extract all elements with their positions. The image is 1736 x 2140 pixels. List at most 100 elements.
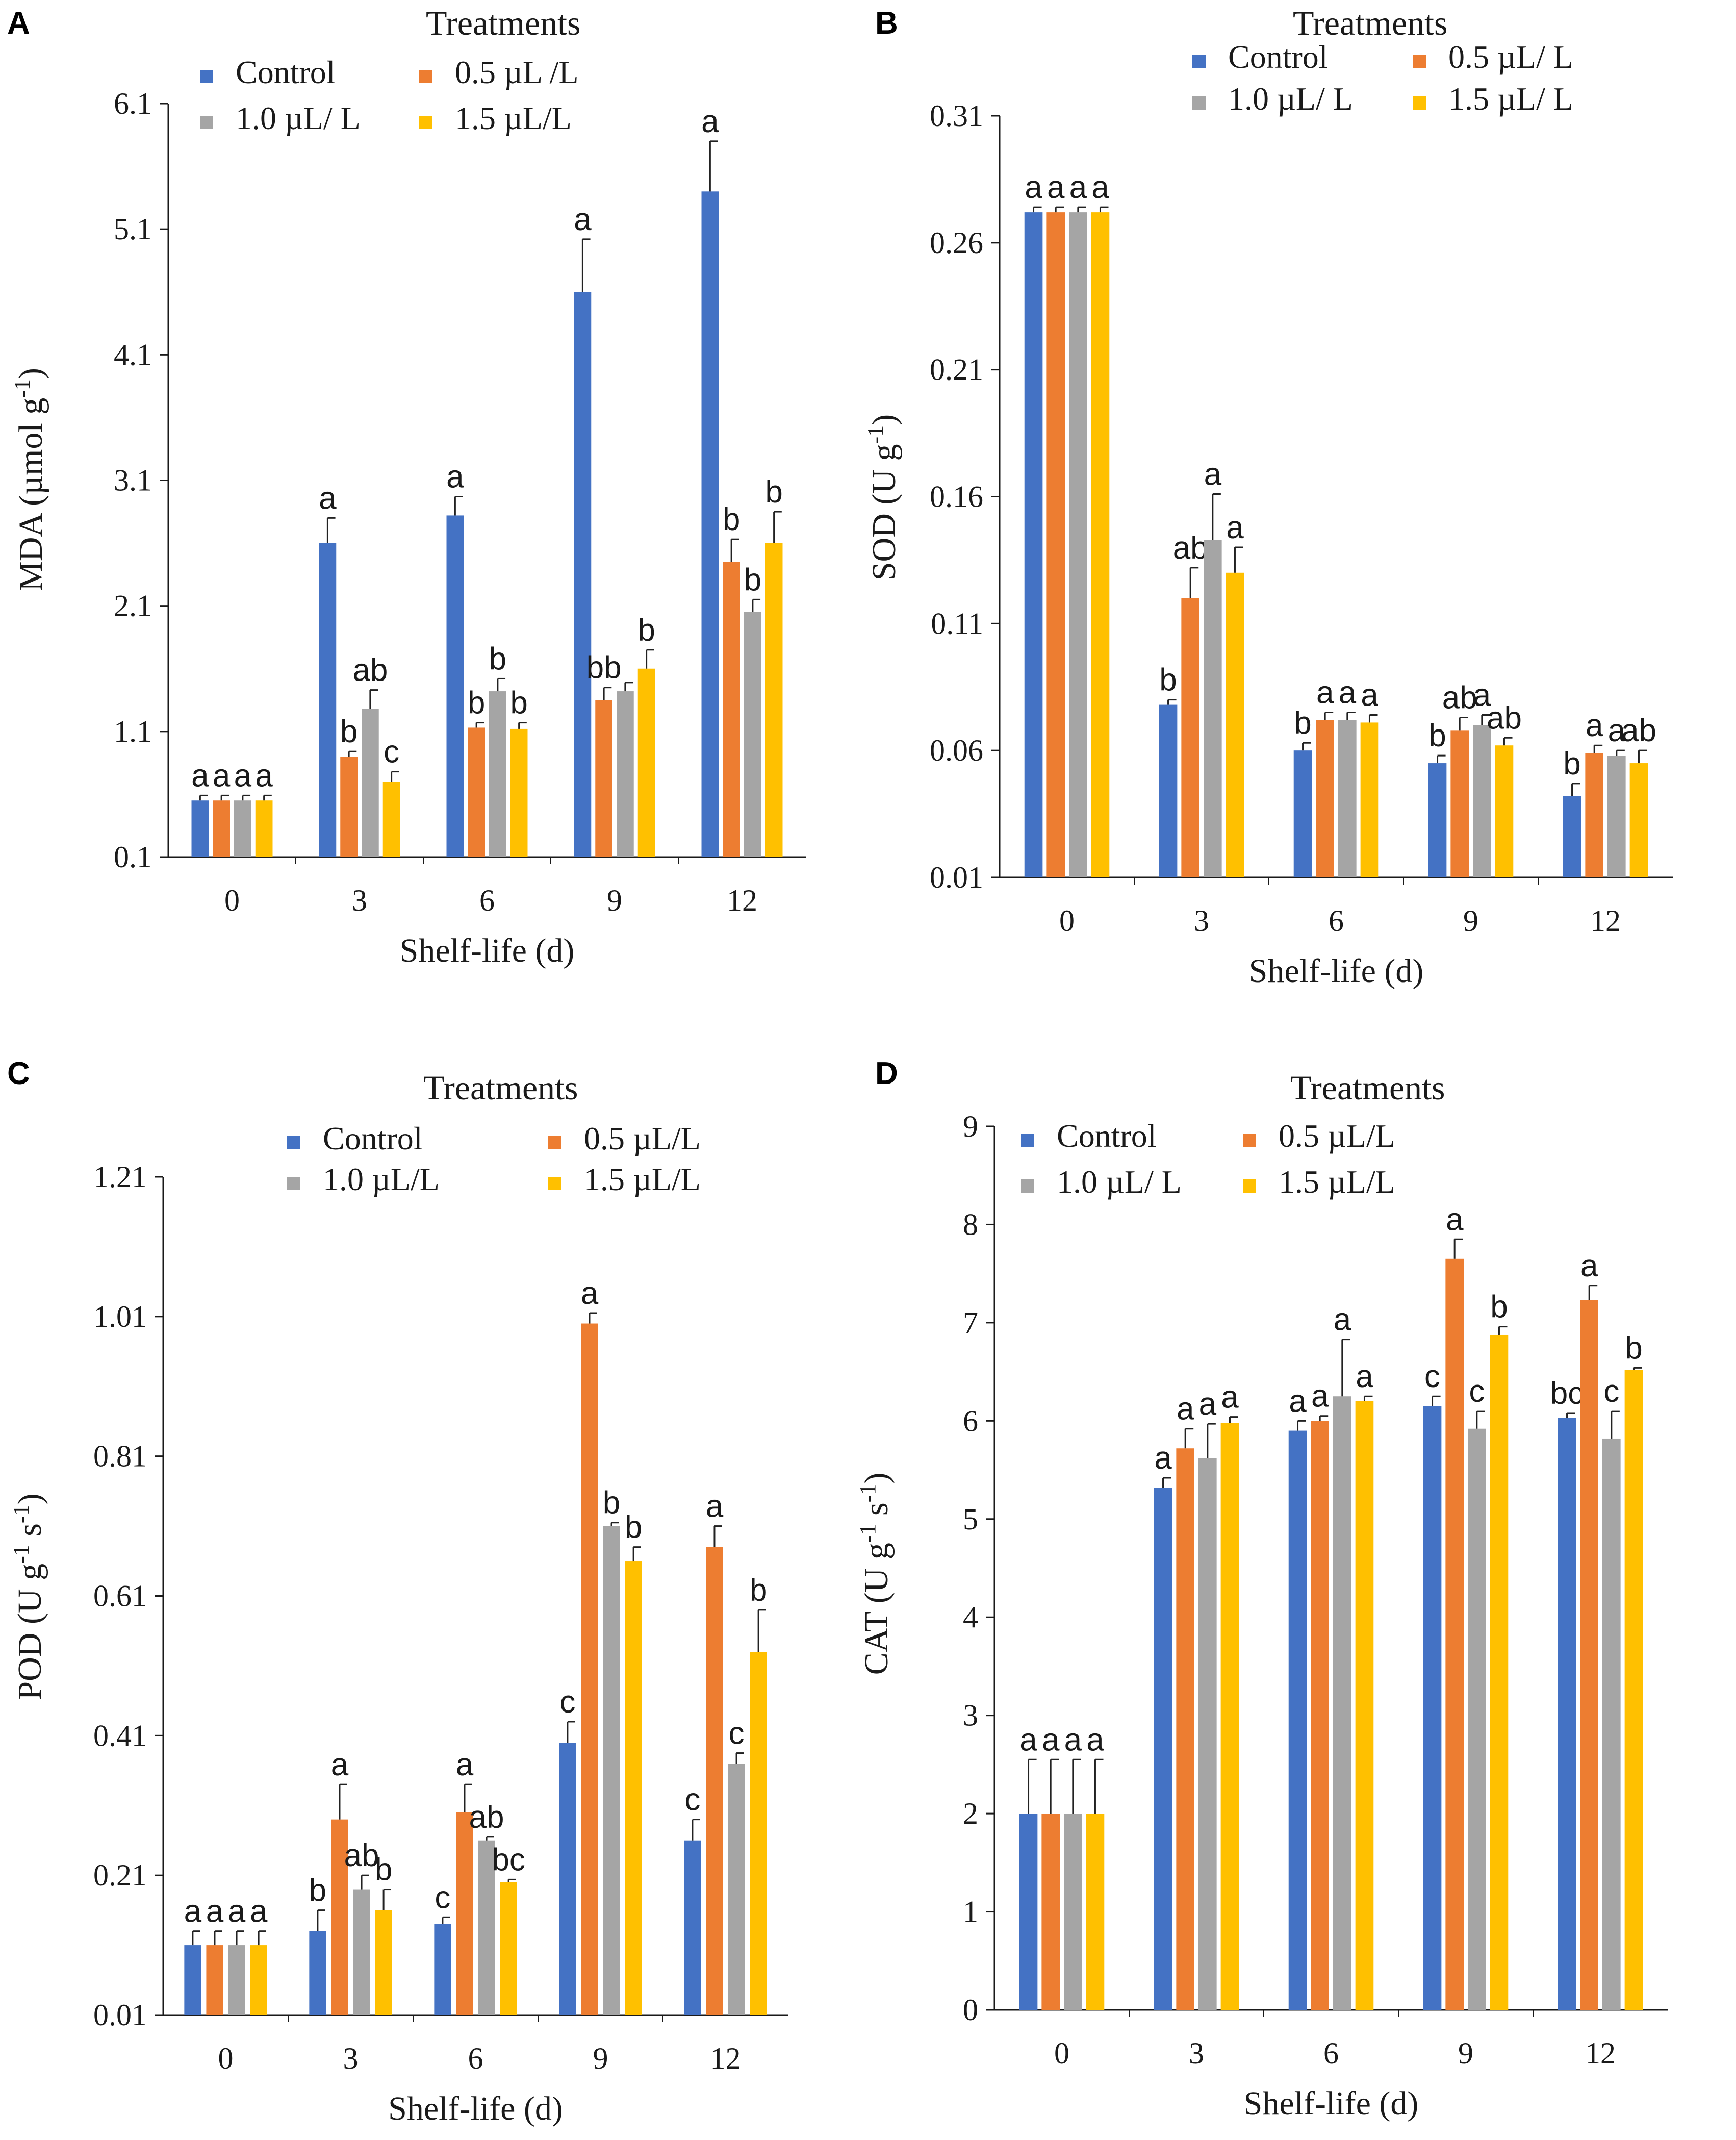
x-tick-label: 12 [727,884,757,917]
data-label: a [1580,1248,1598,1283]
data-label: a [1339,675,1357,711]
data-label: ab [1173,531,1208,566]
data-label: a [1042,1722,1060,1757]
legend: Treatments Control 0.5 µL/L 1.0 µL/ L 1.5 µL… [1021,1068,1445,1200]
bar [250,1945,267,2015]
legend-entry: 0.5 µL /L [455,54,578,90]
legend-swatch [419,70,432,83]
bar [1064,1814,1082,2010]
y-axis-label: CAT (U g-1 s-1) [855,1473,896,1675]
legend-swatch [1413,55,1426,68]
bar [1360,722,1379,877]
bar [1091,212,1110,878]
data-label: ab [352,653,388,688]
data-label: b [1563,746,1580,782]
legend-swatch [287,1177,300,1190]
y-tick-label: 1.01 [93,1300,147,1333]
data-label: a [1177,1392,1194,1427]
data-label: a [574,202,592,237]
data-label: c [435,1880,450,1915]
bar [510,728,528,857]
y-tick-label: 6.1 [114,87,152,120]
legend-entry: 1.0 µL/ L [236,100,361,136]
legend-swatch [1021,1179,1034,1193]
data-label: ab [344,1838,379,1873]
bar [574,292,592,857]
bar [489,691,506,857]
bar [191,800,209,857]
legend: Treatments Control 0.5 µL /L 1.0 µL/ L 1.5 µ… [200,4,580,136]
legend-entry: 0.5 µL/L [584,1120,701,1156]
data-label: a [1226,510,1244,545]
data-label: c [684,1782,700,1818]
bar [1019,1814,1038,2010]
data-label: b [340,714,358,749]
bar [1445,1258,1464,2010]
y-tick-label: 0.26 [930,226,983,260]
data-label: a [1064,1722,1082,1757]
x-tick-label: 6 [1323,2036,1339,2070]
data-label: b [625,1510,642,1545]
data-label: b [489,641,506,676]
bar [1154,1488,1172,2010]
data-label: a [1154,1441,1172,1476]
x-tick-label: 6 [468,2042,483,2075]
data-label: c [384,735,399,770]
bar [1355,1401,1374,2010]
data-label: b [1159,663,1177,698]
bar [1316,720,1334,877]
bar [625,1561,642,2015]
y-tick-label: 8 [963,1207,978,1241]
y-tick-label: 0.81 [93,1440,147,1473]
data-label: a [1361,677,1378,713]
data-label: b [468,686,485,721]
data-label: a [706,1489,724,1524]
data-label: a [206,1894,224,1929]
bar [559,1743,576,2015]
bar [1288,1430,1307,2010]
bar [1624,1370,1643,2010]
legend-entry: 0.5 µL/L [1279,1118,1395,1154]
legend-swatch [1413,96,1426,110]
data-label: b [1428,718,1446,753]
x-tick-label: 6 [479,884,495,917]
legend-entry: 1.5 µL/L [1279,1164,1395,1200]
y-tick-label: 0.06 [930,734,983,767]
data-label: b [603,1486,620,1521]
legend-entry: 1.5 µL/ L [1448,81,1573,117]
data-label: a [1086,1722,1104,1757]
bar [765,543,783,857]
y-tick-label: 0.31 [930,99,983,133]
legend-swatch [419,116,432,129]
y-tick-label: 2.1 [114,589,152,623]
data-label: a [1334,1302,1351,1338]
y-tick-label: 0.41 [93,1719,147,1752]
bar [1176,1448,1194,2010]
y-tick-label: 5 [963,1502,978,1536]
legend-entry: Control [1057,1118,1157,1154]
x-tick-label: 12 [1585,2036,1616,2070]
bar [723,562,740,857]
bar [446,515,464,857]
y-tick-label: 0.16 [930,480,983,514]
x-tick-label: 3 [343,2042,359,2075]
bar [1473,725,1491,877]
data-label: a [191,758,209,793]
x-tick-label: 3 [1189,2036,1204,2070]
data-label: a [1311,1379,1329,1414]
legend-swatch [1021,1134,1034,1147]
data-label: b [1490,1290,1508,1325]
data-label: a [184,1894,202,1929]
panel-letter: C [7,1056,30,1091]
data-label: a [456,1747,474,1782]
bar [213,800,230,857]
legend-title: Treatments [1290,1068,1445,1107]
legend-swatch [1243,1179,1256,1193]
bar [684,1840,701,2015]
bar [255,800,273,857]
bar [603,1526,620,2015]
legend-swatch [1192,55,1206,68]
